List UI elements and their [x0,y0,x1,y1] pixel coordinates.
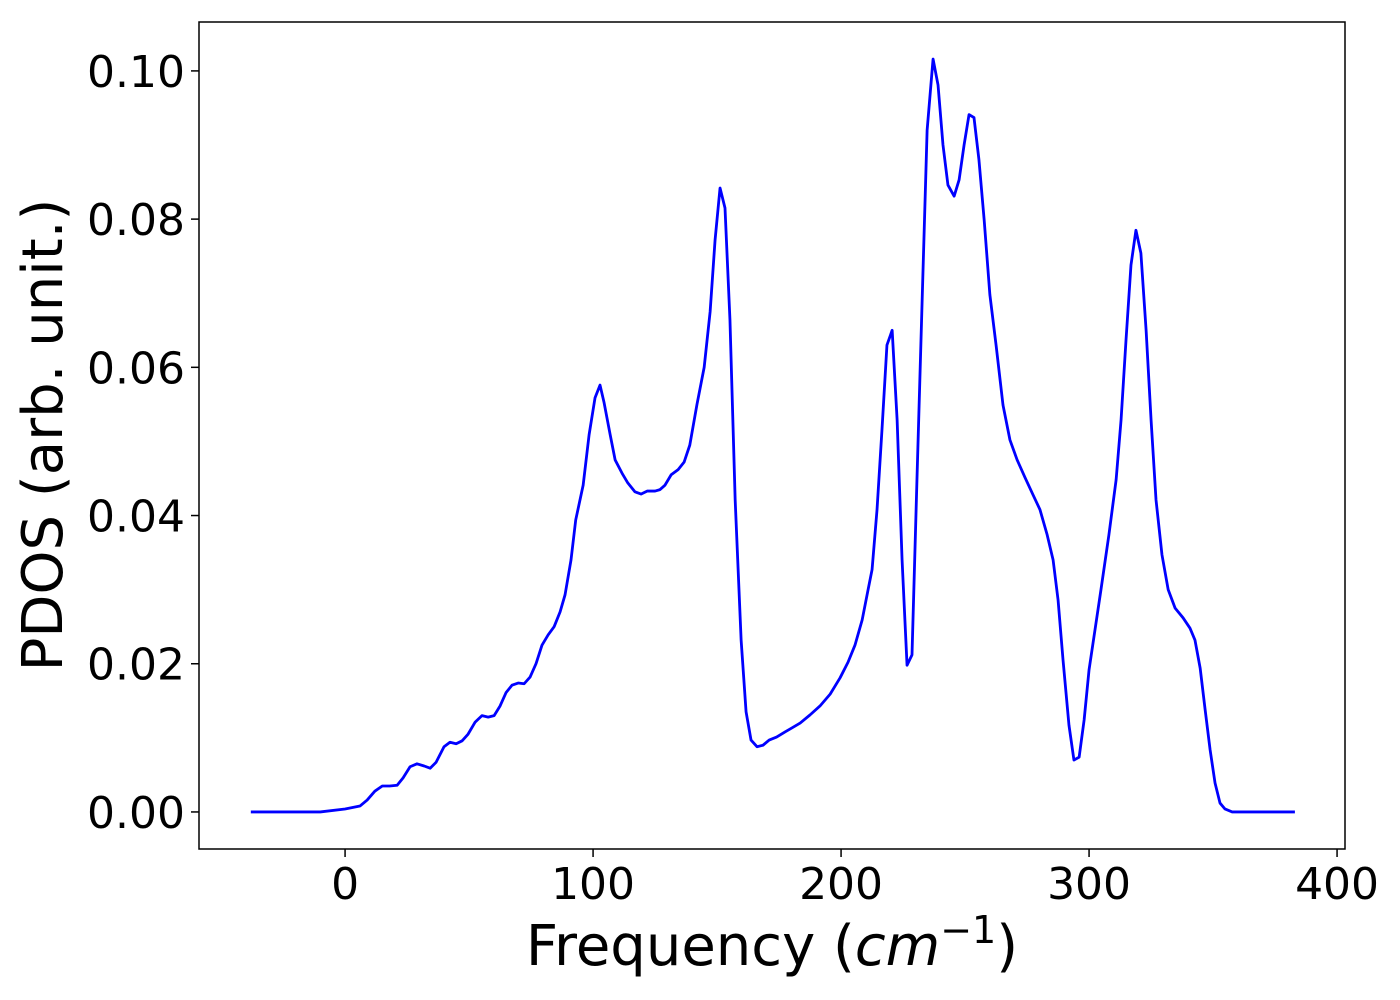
plot-frame [198,21,1346,850]
y-tick-label: 0.02 [87,640,185,691]
x-label-close: ) [996,914,1018,979]
x-tick-label: 400 [1295,859,1379,910]
x-label-unit: cm [855,914,940,979]
pdos-line [250,57,1295,814]
y-tick-label: 0.06 [87,343,185,394]
y-axis-label: PDOS (arb. unit.) [11,199,76,672]
x-tick-label: 0 [331,859,359,910]
x-label-text: Frequency ( [526,914,855,979]
y-tick-label: 0.08 [87,195,185,246]
y-tick-label: 0.10 [87,47,185,98]
x-tick-label: 100 [551,859,635,910]
x-tick-label: 300 [1047,859,1131,910]
x-tick-label: 200 [799,859,883,910]
x-axis-label: Frequency (cm−1) [526,908,1018,979]
y-tick-label: 0.04 [87,492,185,543]
x-label-exponent: −1 [940,908,996,952]
y-tick-label: 0.00 [87,788,185,839]
